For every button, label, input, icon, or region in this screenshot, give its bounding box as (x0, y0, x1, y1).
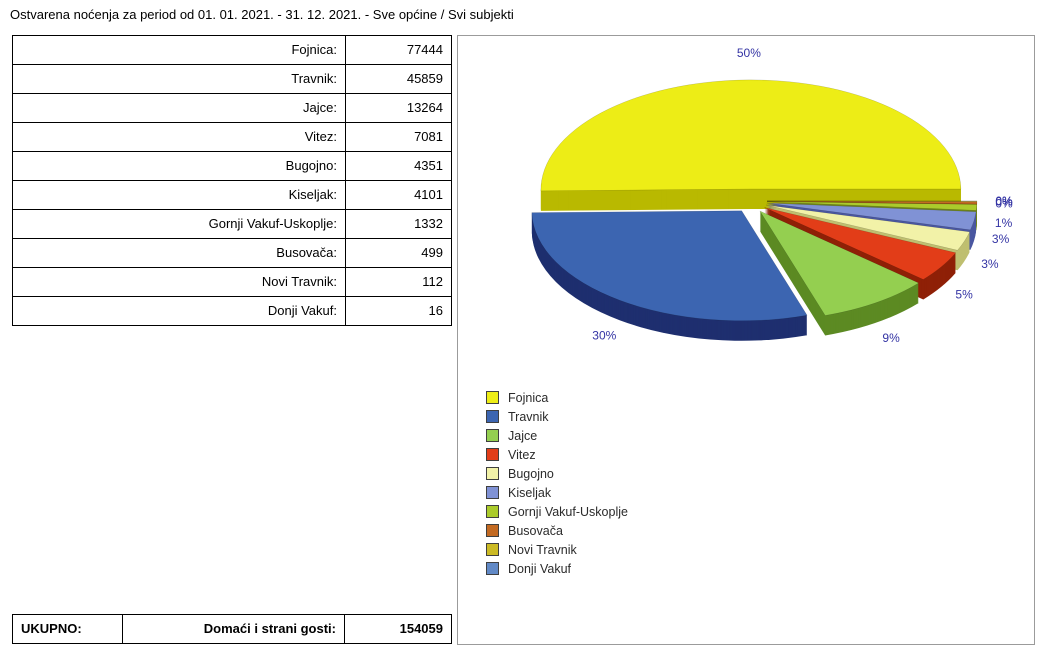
municipality-name: Fojnica: (13, 36, 346, 64)
pie-slice-busova-a (766, 200, 978, 205)
nights-count: 13264 (406, 100, 443, 115)
municipality-name: Travnik: (13, 65, 346, 93)
legend-item: Gornji Vakuf-Uskoplje (486, 502, 628, 521)
legend-label: Fojnica (508, 390, 549, 405)
total-value: 154059 (344, 614, 452, 644)
pie-slice-kiseljak (766, 202, 977, 231)
pie-percent-label: 5% (955, 288, 973, 302)
legend-swatch (486, 543, 499, 556)
legend-item: Kiseljak (486, 483, 628, 502)
total-sublabel: Domaći i strani gosti: (122, 614, 345, 644)
chart-legend: Fojnica Travnik Jajce Vitez Bugojno Kiseljak G… (486, 388, 628, 578)
pie-slice-fojnica (540, 79, 962, 192)
pie-percent-label: 0% (995, 196, 1013, 210)
pie-percent-label: 0% (995, 194, 1013, 208)
legend-item: Novi Travnik (486, 540, 628, 559)
pie-percent-label: 9% (882, 331, 900, 345)
nights-count: 45859 (406, 71, 443, 86)
total-label: UKUPNO: (12, 614, 123, 644)
legend-item: Jajce (486, 426, 628, 445)
municipality-name: Kiseljak: (13, 181, 346, 209)
legend-swatch (486, 448, 499, 461)
legend-swatch (486, 429, 499, 442)
nights-count: 499 (421, 245, 443, 260)
legend-swatch (486, 410, 499, 423)
nights-count: 77444 (406, 42, 443, 57)
table-row: Travnik: 45859 (12, 64, 452, 94)
municipality-name: Gornji Vakuf-Uskoplje: (13, 210, 346, 238)
table-row: Jajce: 13264 (12, 93, 452, 123)
municipality-name: Donji Vakuf: (13, 297, 346, 325)
legend-label: Jajce (508, 428, 538, 443)
pie-percent-label: 0% (995, 194, 1013, 208)
pie-slice-jajce (759, 210, 920, 316)
legend-swatch (486, 391, 499, 404)
municipality-name: Jajce: (13, 94, 346, 122)
pie-chart: 50%30% 9%5%3%3%1%0%0%0% (531, 46, 1013, 345)
table-row: Donji Vakuf: 16 (12, 296, 452, 326)
legend-label: Travnik (508, 409, 549, 424)
total-row: UKUPNO: Domaći i strani gosti: 154059 (12, 614, 452, 644)
table-row: Kiseljak: 4101 (12, 180, 452, 210)
nights-count: 112 (422, 274, 443, 289)
pie-percent-label: 3% (981, 257, 999, 271)
legend-label: Novi Travnik (508, 542, 577, 557)
nights-count: 7081 (414, 129, 443, 144)
legend-item: Vitez (486, 445, 628, 464)
legend-item: Donji Vakuf (486, 559, 628, 578)
page-title: Ostvarena noćenja za period od 01. 01. 2… (10, 7, 514, 22)
legend-swatch (486, 562, 499, 575)
pie-slice-novi-travnik (766, 200, 978, 202)
municipality-name: Bugojno: (13, 152, 346, 180)
legend-label: Vitez (508, 447, 536, 462)
legend-label: Busovača (508, 523, 563, 538)
legend-label: Kiseljak (508, 485, 552, 500)
legend-item: Bugojno (486, 464, 628, 483)
table-row: Fojnica: 77444 (12, 35, 452, 65)
nights-count: 4351 (414, 158, 443, 173)
legend-swatch (486, 486, 499, 499)
pie-percent-label: 3% (992, 232, 1010, 246)
pie-slice-travnik (531, 210, 808, 321)
municipality-name: Vitez: (13, 123, 346, 151)
table-row: Bugojno: 4351 (12, 151, 452, 181)
legend-swatch (486, 467, 499, 480)
table-row: Gornji Vakuf-Uskoplje: 1332 (12, 209, 452, 239)
municipality-name: Novi Travnik: (13, 268, 346, 296)
municipality-name: Busovača: (13, 239, 346, 267)
nights-count: 16 (428, 303, 443, 318)
nights-count: 1332 (414, 216, 443, 231)
nights-count: 4101 (414, 187, 443, 202)
pie-percent-label: 1% (995, 216, 1013, 230)
pie-slice-gornji-vakuf-uskoplje (766, 201, 978, 211)
legend-item: Travnik (486, 407, 628, 426)
pie-percent-label: 30% (592, 329, 616, 343)
municipality-table: Fojnica: 77444 Travnik: 45859 Jajce: 13264 Vit… (12, 35, 452, 326)
pie-slice-bugojno (766, 204, 971, 251)
pie-slice-vitez (764, 207, 957, 280)
legend-swatch (486, 505, 499, 518)
chart-panel: 50% 30% 9% 5% 3% 3% 1% 0% 0% 0% Fojnica Travnik Jaj… (457, 35, 1035, 645)
legend-label: Gornji Vakuf-Uskoplje (508, 504, 628, 519)
legend-label: Bugojno (508, 466, 554, 481)
legend-item: Busovača (486, 521, 628, 540)
table-row: Busovača: 499 (12, 238, 452, 268)
table-row: Vitez: 7081 (12, 122, 452, 152)
legend-label: Donji Vakuf (508, 561, 571, 576)
legend-item: Fojnica (486, 388, 628, 407)
legend-swatch (486, 524, 499, 537)
pie-percent-label: 50% (737, 46, 761, 60)
table-row: Novi Travnik: 112 (12, 267, 452, 297)
